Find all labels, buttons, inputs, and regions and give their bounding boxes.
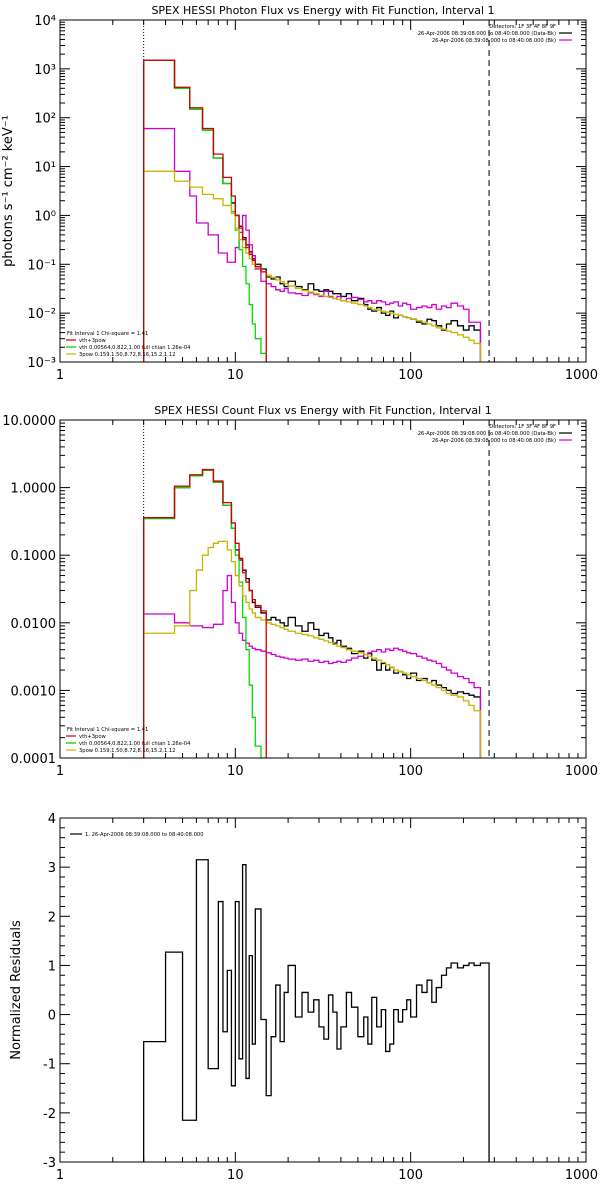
plot-frame	[59, 817, 587, 1163]
x-tick-label: 10	[227, 764, 244, 779]
chart-title: SPEX HESSI Count Flux vs Energy with Fit…	[154, 404, 491, 417]
legend-bottom-left-item: Fit Interval 1 Chi-square = 1.41	[67, 331, 148, 337]
series-line-4	[143, 468, 267, 758]
series-group	[143, 859, 490, 1162]
x-tick-label: 100	[398, 1168, 423, 1183]
series-line-0	[143, 469, 482, 758]
y-tick-label: 10¹	[34, 161, 56, 176]
chart-title: SPEX HESSI Photon Flux vs Energy with Fi…	[151, 4, 494, 17]
y-tick-label: -3	[43, 1156, 56, 1171]
plot-frame	[59, 19, 587, 363]
y-tick-label: -1	[43, 1058, 56, 1073]
x-tick-label: 1	[56, 764, 64, 779]
count-flux-panel: SPEX HESSI Count Flux vs Energy with Fit…	[2, 404, 598, 779]
legend-bottom-left-item: vth+3pow	[79, 734, 107, 740]
y-tick-label: 0.0001	[11, 752, 57, 767]
x-tick-label: 10	[227, 1168, 244, 1183]
legend-bottom-left-item: 3pow 0.159,1.50,8.72,8.16,15.2,1.12	[79, 748, 176, 754]
y-tick-label: 1	[48, 959, 56, 974]
y-tick-label: 10⁻²	[27, 307, 56, 322]
series-line-4	[143, 59, 267, 362]
y-tick-label: 0.0100	[11, 617, 57, 632]
series-line-3	[143, 170, 482, 362]
x-tick-label: 100	[398, 368, 423, 383]
series-line-1	[143, 574, 482, 758]
plot-frame	[59, 419, 587, 759]
legend-bottom-left-item: 3pow 0.159,1.50,8.72,8.16,15.2,1.12	[79, 352, 176, 358]
legend-top-left-item: 1. 26-Apr-2006 08:39:08.000 to 08:40:08.…	[85, 832, 204, 838]
series-line-0	[143, 59, 482, 362]
series-line-2	[143, 59, 267, 362]
x-tick-label: 1000	[565, 1168, 598, 1183]
legend-top-right-item: 26-Apr-2006 08:39:08.000 to 08:40:08.000…	[418, 431, 556, 437]
series-group	[143, 468, 482, 758]
legend-bottom-left-item: vth 0.00564,0.822,1.00 full chian 1.26e-…	[79, 345, 191, 351]
y-tick-label: 10.0000	[2, 414, 56, 429]
y-tick-label: 10⁻³	[27, 356, 56, 371]
series-line-0	[143, 859, 490, 1162]
x-tick-label: 1	[56, 1168, 64, 1183]
series-group	[143, 59, 482, 362]
legend-top-right-item: Detectors: 1F 3F 4F 8F 9F	[489, 24, 556, 30]
y-tick-label: 0	[48, 1009, 56, 1024]
legend-top-right-item: Detectors: 1F 3F 4F 8F 9F	[489, 424, 556, 430]
y-tick-label: 3	[48, 861, 56, 876]
series-line-1	[143, 127, 482, 362]
legend-top-right-item: 26-Apr-2006 08:39:08.000 to 08:40:08.000…	[432, 38, 556, 44]
legend-top-right-item: 26-Apr-2006 08:39:08.000 to 08:40:08.000…	[432, 438, 556, 444]
x-tick-label: 1	[56, 368, 64, 383]
y-tick-label: 10⁴	[34, 14, 56, 29]
y-tick-label: 10⁰	[34, 209, 56, 224]
legend-bottom-left-item: vth 0.00564,0.822,1.00 full chian 1.26e-…	[79, 741, 191, 747]
y-tick-label: 4	[48, 812, 56, 827]
legend-top-right-item: 26-Apr-2006 08:39:08.000 to 08:40:08.000…	[418, 31, 556, 37]
series-line-2	[143, 469, 267, 758]
y-tick-label: 10³	[34, 63, 56, 78]
x-tick-label: 10	[227, 368, 244, 383]
y-tick-label: -2	[43, 1107, 56, 1122]
x-tick-label: 100	[398, 764, 423, 779]
photon-flux-panel: SPEX HESSI Photon Flux vs Energy with Fi…	[1, 4, 598, 383]
y-axis-label: Normalized Residuals	[9, 920, 24, 1060]
y-tick-label: 2	[48, 910, 56, 925]
y-axis-label: photons s⁻¹ cm⁻² keV⁻¹	[1, 115, 16, 267]
x-tick-label: 1000	[565, 764, 598, 779]
series-line-3	[143, 540, 482, 758]
legend-bottom-left-item: Fit Interval 1 Chi-square = 1.41	[67, 727, 148, 733]
y-tick-label: 0.1000	[11, 549, 57, 564]
residuals-panel: Normalized Residuals 1 10 100 1000 -3 -2 -1 0 1 2 3…	[9, 812, 598, 1183]
y-tick-label: 10⁻¹	[27, 258, 56, 273]
legend-bottom-left-item: vth+3pow	[79, 338, 107, 344]
y-tick-label: 0.0010	[11, 684, 57, 699]
y-tick-label: 10²	[34, 112, 56, 127]
y-tick-label: 1.0000	[11, 482, 57, 497]
x-tick-label: 1000	[565, 368, 598, 383]
